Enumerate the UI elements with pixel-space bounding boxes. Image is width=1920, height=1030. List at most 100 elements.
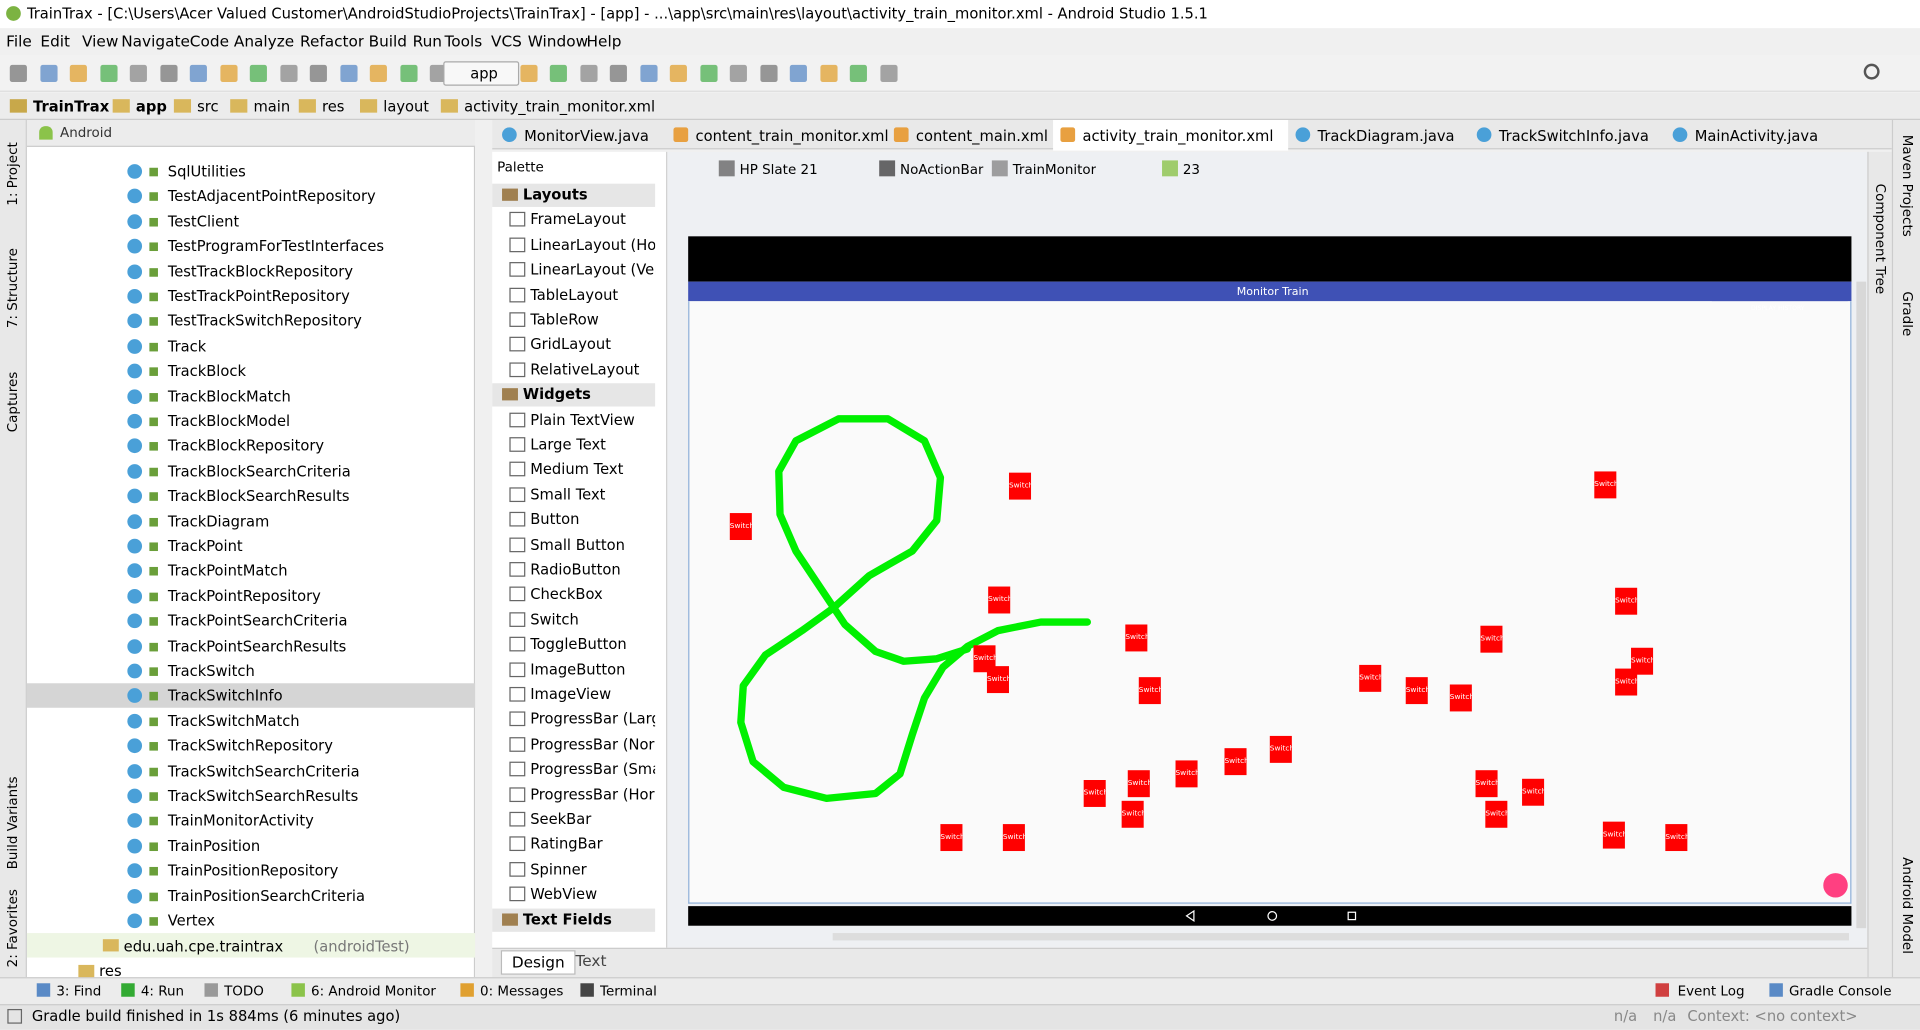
palette-item[interactable]: ProgressBar (Small) <box>530 760 655 778</box>
project-item[interactable]: TrackSwitchSearchCriteria <box>167 762 360 780</box>
switch[interactable]: Switch <box>986 666 1009 694</box>
breadcrumb[interactable]: layout <box>383 97 430 116</box>
tool-tab[interactable]: Gradle <box>1899 291 1916 337</box>
editor-tab[interactable]: content_train_monitor.xml <box>695 127 889 145</box>
project-item[interactable]: TrackSwitchSearchResults <box>167 787 359 805</box>
bottom-tab[interactable]: 3: Find <box>56 983 102 1000</box>
design-toolbar-item[interactable]: NoActionBar <box>900 161 984 178</box>
project-item[interactable]: TrackBlockSearchResults <box>167 487 350 505</box>
editor-tab[interactable]: TrackDiagram.java <box>1317 127 1455 145</box>
project-item[interactable]: TrackSwitchRepository <box>167 737 333 755</box>
toolbar-icon[interactable] <box>639 64 657 83</box>
toolbar-icon[interactable] <box>549 64 567 83</box>
breadcrumb[interactable]: main <box>253 97 291 116</box>
project-item[interactable]: TestAdjacentPointRepository <box>167 187 376 205</box>
palette-item[interactable]: RatingBar <box>530 835 603 853</box>
run-config[interactable] <box>443 61 520 86</box>
project-item[interactable]: Vertex <box>167 912 215 930</box>
project-item[interactable]: TestTrackSwitchRepository <box>167 312 362 330</box>
menu-item[interactable]: File <box>6 33 32 51</box>
tool-tab[interactable]: Captures <box>4 371 21 433</box>
project-item[interactable]: TrackSwitchInfo <box>167 687 283 705</box>
toolbar-icon[interactable] <box>879 64 897 83</box>
toolbar-icon[interactable] <box>759 64 777 83</box>
project-item[interactable]: TrainPositionRepository <box>167 862 339 880</box>
toolbar-icon[interactable] <box>669 64 687 83</box>
toolbar-icon[interactable] <box>99 64 117 83</box>
button-label[interactable]: DISPLAY HISTORY <box>1751 304 1805 313</box>
switch[interactable]: Switch <box>1602 821 1625 849</box>
toolbar-icon[interactable] <box>159 64 177 83</box>
palette-item[interactable]: ProgressBar (Horizontal) <box>530 785 655 803</box>
toolbar-icon[interactable] <box>609 64 627 83</box>
folder[interactable]: res <box>99 962 122 978</box>
project-item[interactable]: TestClient <box>167 212 240 230</box>
project-view[interactable]: Android <box>60 124 113 141</box>
switch[interactable]: Switch <box>988 586 1011 614</box>
tool-tab[interactable]: Component Tree <box>1872 183 1889 295</box>
palette-item[interactable]: GridLayout <box>530 335 612 354</box>
switch[interactable]: Switch <box>1359 664 1382 692</box>
toolbar-icon[interactable] <box>729 64 747 83</box>
menu-item[interactable]: Refactor <box>300 33 365 51</box>
switch[interactable]: Switch <box>1269 735 1292 763</box>
palette-item[interactable]: WebView <box>530 885 598 903</box>
menu-item[interactable]: Help <box>586 33 622 51</box>
project-item[interactable]: TrackBlockSearchCriteria <box>167 462 351 480</box>
project-item[interactable]: TrackSwitchMatch <box>167 712 300 730</box>
palette-item[interactable]: Medium Text <box>530 460 624 479</box>
palette-group[interactable]: Text Fields <box>522 910 612 928</box>
palette-item[interactable]: Small Text <box>530 485 606 504</box>
breadcrumb[interactable]: res <box>322 97 345 116</box>
switch[interactable]: Switch <box>973 645 996 673</box>
palette-item[interactable]: Spinner <box>530 860 587 878</box>
palette-item[interactable]: LinearLayout (Horizontal) <box>530 236 656 254</box>
palette-item[interactable]: TableRow <box>530 311 599 329</box>
toolbar-icon[interactable] <box>9 64 27 83</box>
switch[interactable]: Switch <box>940 824 963 852</box>
tool-tab[interactable]: 2: Favorites <box>4 889 21 968</box>
switch[interactable]: Switch <box>1002 824 1025 852</box>
project-item[interactable]: Track <box>167 337 207 355</box>
bottom-tab[interactable]: 4: Run <box>140 983 185 1000</box>
bottom-tab[interactable]: TODO <box>224 983 264 1000</box>
switch[interactable]: Switch <box>1522 778 1545 806</box>
breadcrumb[interactable]: src <box>197 97 219 116</box>
menu-item[interactable]: Build <box>368 33 408 51</box>
fab[interactable] <box>1823 873 1848 898</box>
palette-item[interactable]: ImageView <box>530 685 612 703</box>
palette-item[interactable]: RadioButton <box>530 560 621 578</box>
menu-item[interactable]: Code <box>189 33 230 51</box>
editor-tab[interactable]: MonitorView.java <box>524 127 649 145</box>
menu-item[interactable]: Run <box>412 33 443 51</box>
tool-tab[interactable]: 1: Project <box>4 142 21 206</box>
menu-item[interactable]: View <box>82 33 119 51</box>
editor-tab[interactable]: activity_train_monitor.xml <box>1082 127 1274 145</box>
palette-item[interactable]: Plain TextView <box>530 410 635 429</box>
project-item[interactable]: TestProgramForTestInterfaces <box>167 237 385 255</box>
design-toolbar-item[interactable]: 23 <box>1182 161 1201 178</box>
nav-home[interactable] <box>1267 911 1278 921</box>
menu-item[interactable]: Tools <box>444 33 483 51</box>
switch[interactable]: Switch <box>1449 684 1472 712</box>
switch[interactable]: Switch <box>1083 780 1106 807</box>
project-item[interactable]: SqlUtilities <box>167 162 246 181</box>
menu-item[interactable]: Navigate <box>121 33 190 51</box>
editor-tab[interactable]: MainActivity.java <box>1694 127 1819 145</box>
palette-item[interactable]: SeekBar <box>530 810 592 828</box>
toolbar-icon[interactable] <box>39 64 57 83</box>
toolbar-icon[interactable] <box>339 64 357 83</box>
palette-item[interactable]: LinearLayout (Vertical) <box>530 261 655 279</box>
switch[interactable]: Switch <box>1475 770 1498 798</box>
editor-tab[interactable]: content_main.xml <box>915 127 1049 145</box>
toolbar-icon[interactable] <box>189 64 207 83</box>
project-item[interactable]: TrackPoint <box>167 537 243 555</box>
toolbar-icon[interactable] <box>519 64 537 83</box>
tool-tab[interactable]: 7: Structure <box>4 248 21 329</box>
switch[interactable]: Switch <box>1224 748 1247 776</box>
palette-item[interactable]: ProgressBar (Large) <box>530 710 655 728</box>
palette-item[interactable]: CheckBox <box>530 585 603 603</box>
switch[interactable]: Switch <box>1125 624 1148 652</box>
project-item[interactable]: TestTrackPointRepository <box>167 287 350 305</box>
breadcrumb[interactable]: activity_train_monitor.xml <box>464 97 656 116</box>
